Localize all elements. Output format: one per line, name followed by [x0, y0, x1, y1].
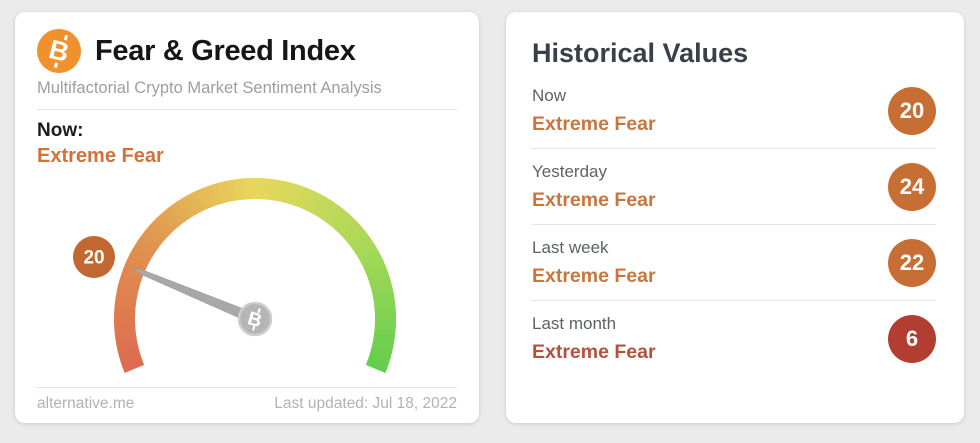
historical-values-card: Historical Values Now Extreme Fear 20 Ye… [506, 12, 964, 423]
divider [37, 386, 457, 388]
historical-list: Now Extreme Fear 20 Yesterday Extreme Fe… [532, 73, 936, 376]
fear-greed-card: B Fear & Greed Index Multifactorial Cryp… [15, 12, 479, 423]
row-period-label: Last week [532, 238, 609, 257]
page: B Fear & Greed Index Multifactorial Cryp… [0, 0, 980, 423]
page-title: Fear & Greed Index [95, 34, 356, 67]
historical-row: Last week Extreme Fear 22 [532, 225, 936, 301]
card-header: B Fear & Greed Index [37, 28, 457, 74]
row-text: Yesterday Extreme Fear [532, 162, 656, 212]
row-classification: Extreme Fear [532, 265, 656, 287]
card-footer: alternative.me Last updated: Jul 18, 202… [37, 395, 457, 413]
row-value-badge: 22 [888, 239, 936, 287]
gauge-svg: B 20 [73, 177, 396, 373]
last-updated-text: Last updated: Jul 18, 2022 [274, 394, 457, 412]
row-classification: Extreme Fear [532, 341, 656, 363]
bitcoin-glyph: B [32, 24, 85, 77]
historical-row: Last month Extreme Fear 6 [532, 301, 936, 376]
row-text: Now Extreme Fear [532, 86, 656, 136]
gauge-arc [114, 177, 396, 373]
row-value-badge: 24 [888, 163, 936, 211]
pivot-bitcoin-glyph: B [245, 308, 264, 332]
row-value-badge: 6 [888, 315, 936, 363]
row-period-label: Yesterday [532, 162, 607, 181]
now-classification: Extreme Fear [37, 144, 164, 167]
gauge-value-badge: 20 [73, 235, 115, 278]
row-period-label: Now [532, 86, 567, 105]
gauge-pivot: B [237, 301, 273, 336]
bitcoin-icon: B [37, 29, 81, 73]
row-period-label: Last month [532, 314, 617, 333]
site-link[interactable]: alternative.me [37, 394, 135, 412]
gauge: B 20 [37, 173, 457, 379]
row-value-badge: 20 [888, 87, 936, 135]
divider [37, 109, 457, 110]
historical-row: Yesterday Extreme Fear 24 [532, 149, 936, 225]
gauge-value-text: 20 [83, 247, 104, 268]
row-classification: Extreme Fear [532, 113, 656, 135]
row-text: Last week Extreme Fear [532, 238, 656, 288]
historical-row: Now Extreme Fear 20 [532, 73, 936, 149]
now-label: Now: [37, 120, 84, 141]
historical-title: Historical Values [532, 38, 749, 68]
row-text: Last month Extreme Fear [532, 314, 656, 364]
page-subtitle: Multifactorial Crypto Market Sentiment A… [37, 79, 382, 97]
row-classification: Extreme Fear [532, 189, 656, 211]
